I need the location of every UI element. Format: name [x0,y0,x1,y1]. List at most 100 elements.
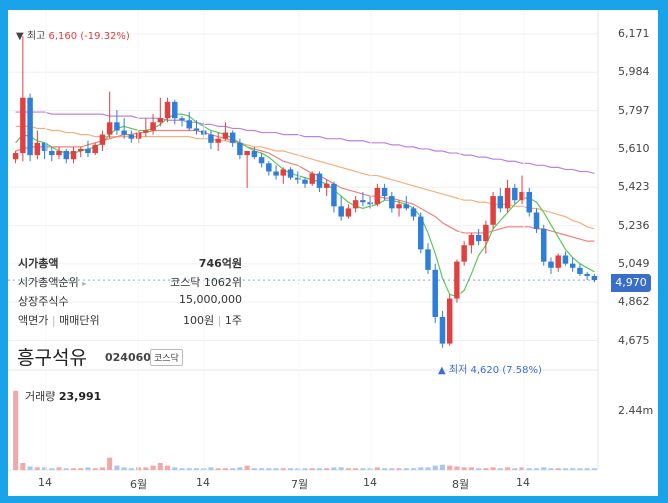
volume-bar [316,468,323,470]
candle-body [519,191,525,201]
candle-body [244,150,250,156]
par-unit-value: 100원 | 1주 [183,314,242,327]
candle-body [295,177,301,180]
volume-bar [27,466,33,470]
candle-body [345,208,352,217]
listed-shares-value: 15,000,000 [179,293,242,306]
candle-body [27,97,33,156]
candle-body [360,200,366,203]
date-tick-label: 14 [196,476,210,489]
candle-body [338,206,344,217]
volume-bar [353,468,359,470]
date-tick-label: 14 [516,476,530,489]
volume-bar [418,467,424,470]
candle-body [280,169,287,176]
candle-body [432,269,438,317]
volume-bar [20,462,26,470]
volume-bar [533,468,540,470]
candle-body [287,169,294,178]
volume-bar [505,467,511,470]
current-price-tag: 4,970 [611,274,651,292]
volume-bar [42,467,48,470]
volume-axis-label: 2.44m [618,404,654,417]
price-tick-label: 5,610 [618,141,650,155]
volume-bar [324,468,330,470]
candle-body [374,187,381,205]
date-tick-label: 14 [38,476,52,489]
volume-bar [483,468,489,470]
candle-body [548,261,554,268]
volume-bar [244,465,250,470]
candle-body [258,157,265,164]
candle-body [12,153,19,160]
date-tick-label: 7월 [291,478,309,491]
volume-bar [548,468,554,470]
volume-bar [403,468,409,470]
volume-bar [287,468,294,470]
candle-body [577,267,583,274]
ma20-line [15,129,595,242]
candle-body [403,204,410,209]
listed-shares-label: 상장주식수 [18,295,69,308]
volume-bar [78,468,84,470]
volume-bar [526,468,532,470]
volume-title: 거래량 23,991 [25,390,102,403]
candle-body [41,142,48,151]
market-cap-rank-link[interactable]: 시가총액순위 ▸ [18,276,87,289]
candle-body [63,150,70,160]
volume-bar [186,468,192,470]
volume-bar [367,468,373,470]
candle-body [569,263,576,268]
volume-bar [208,467,214,470]
volume-bar [121,467,127,470]
volume-bar [49,468,55,470]
volume-bar [555,468,561,470]
volume-bar [13,390,19,470]
market-cap-label: 시가총액 [18,257,59,270]
volume-bar [410,468,417,470]
candle-body [49,150,55,156]
volume-bar [591,468,597,470]
candle-body [229,132,236,143]
candle-body [490,196,496,225]
volume-bar [425,467,431,470]
candle-body [143,130,149,133]
candle-body [439,316,446,344]
date-tick-label: 8월 [452,478,470,491]
volume-bar [172,467,178,470]
volume-bar [584,468,590,470]
par-value-label: 액면가 | 매매단위 [18,314,100,327]
volume-bar [114,465,120,470]
volume-bar [150,465,156,470]
volume-bar [570,468,576,470]
volume-bar [512,468,518,470]
candle-body [34,142,41,156]
volume-bar [454,466,460,470]
candle-body [208,134,214,143]
price-chart[interactable] [8,10,658,496]
market-cap-rank-value: 코스닥 1062위 [170,276,242,289]
candle-body [584,273,590,276]
candle-body [114,122,120,131]
candle-body [222,132,229,139]
volume-bar [331,467,337,470]
date-tick-label: 14 [363,476,377,489]
price-tick-label: 4,862 [618,295,650,309]
candle-body [555,255,561,268]
candle-body [389,196,395,209]
volume-bar [396,468,402,470]
volume-bar [266,468,272,470]
candle-body [418,216,424,250]
candle-body [316,173,323,188]
volume-bar [85,467,91,470]
volume-bar [128,468,134,470]
volume-bar [468,467,474,470]
candle-body [562,255,569,264]
volume-bar [215,468,221,470]
candle-body [85,148,91,154]
volume-bar [360,468,366,470]
volume-bar [309,468,315,470]
candle-body [273,171,279,176]
candle-body [157,118,164,123]
candle-body [446,298,453,344]
